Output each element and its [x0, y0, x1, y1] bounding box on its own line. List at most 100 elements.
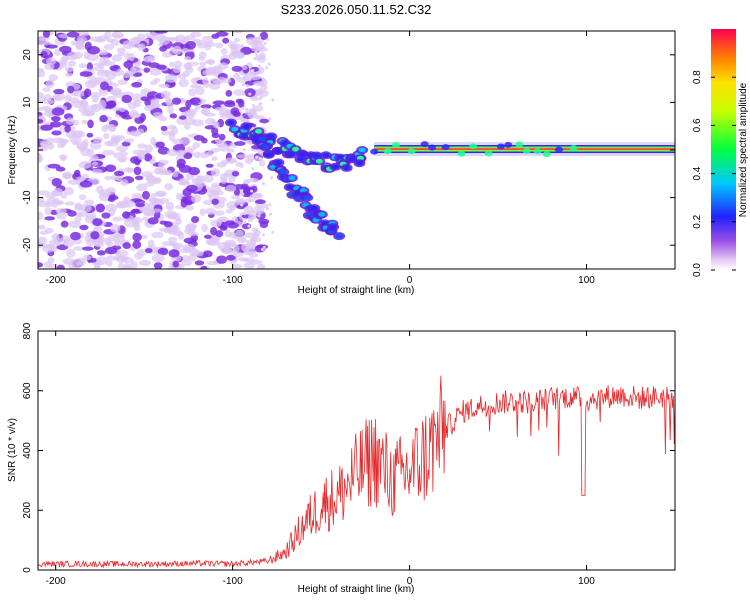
noise-blob	[67, 60, 76, 67]
noise-blob	[230, 195, 241, 200]
noise-blob	[225, 184, 237, 193]
noise-blob	[55, 166, 66, 172]
noise-dot	[258, 35, 262, 39]
noise-dot	[251, 167, 255, 171]
noise-blob	[244, 88, 256, 97]
y-tick-label: 800	[22, 322, 33, 339]
noise-blob	[150, 192, 157, 202]
noise-blob	[139, 234, 148, 240]
noise-blob	[120, 179, 129, 186]
noise-dot	[258, 157, 262, 161]
noise-blob	[150, 137, 157, 146]
carrier-blob	[441, 144, 450, 151]
noise-blob	[185, 99, 192, 109]
noise-dot	[268, 203, 272, 207]
noise-blob	[125, 168, 134, 174]
noise-blob	[97, 49, 109, 56]
noise-blob	[172, 242, 184, 250]
carrier-blob	[469, 143, 478, 150]
branch-core	[355, 160, 363, 166]
noise-dot	[241, 83, 245, 87]
noise-dot	[252, 258, 256, 262]
noise-blob	[92, 66, 104, 72]
noise-dot	[240, 165, 244, 169]
noise-blob	[160, 90, 171, 99]
noise-dot	[249, 211, 253, 215]
noise-blob	[256, 263, 266, 269]
noise-blob	[178, 181, 191, 186]
noise-blob	[151, 231, 164, 239]
noise-blob	[189, 97, 201, 104]
noise-blob	[207, 58, 216, 66]
noise-blob	[67, 210, 77, 217]
noise-blob	[104, 164, 117, 173]
noise-blob	[39, 230, 49, 235]
noise-blob	[188, 88, 197, 97]
noise-blob	[138, 259, 151, 266]
noise-blob	[91, 161, 99, 166]
noise-blob	[131, 208, 140, 214]
noise-dot	[268, 117, 272, 121]
noise-blob	[245, 37, 258, 46]
noise-blob	[252, 81, 265, 86]
noise-blob	[143, 153, 153, 162]
noise-blob	[217, 62, 229, 70]
noise-blob	[78, 63, 87, 69]
noise-blob	[188, 113, 195, 119]
noise-blob	[118, 150, 128, 157]
noise-blob	[198, 56, 205, 61]
carrier-blob	[496, 143, 505, 150]
noise-blob	[40, 141, 49, 150]
noise-blob	[79, 180, 93, 188]
noise-blob	[180, 198, 188, 208]
noise-blob	[76, 141, 89, 150]
noise-blob	[104, 175, 114, 181]
noise-dot	[270, 176, 274, 180]
noise-blob	[116, 249, 129, 256]
noise-blob	[91, 168, 103, 174]
noise-blob	[44, 193, 56, 198]
noise-blob	[166, 149, 178, 157]
noise-blob	[192, 142, 201, 149]
noise-blob	[201, 224, 209, 233]
colorbar-tick-label: 0.2	[692, 214, 703, 228]
x-tick-label: -100	[223, 576, 243, 587]
noise-dot	[250, 189, 254, 193]
noise-blob	[38, 118, 44, 124]
noise-blob	[44, 216, 56, 221]
noise-dot	[265, 66, 269, 70]
branch-core	[274, 160, 282, 165]
noise-blob	[121, 257, 135, 264]
noise-blob	[75, 41, 84, 50]
colorbar-gradient	[711, 29, 736, 270]
snr-panel: -200 -100 0 100 0 200 400 600 800 Height of stra…	[7, 322, 676, 595]
noise-blob	[191, 250, 204, 257]
x-tick-label: 0	[407, 275, 413, 286]
noise-blob	[131, 216, 143, 224]
noise-blob	[74, 169, 81, 177]
noise-blob	[213, 210, 225, 216]
noise-dot	[255, 53, 259, 57]
noise-blob	[97, 99, 107, 109]
noise-blob	[67, 85, 75, 94]
noise-blob	[152, 112, 164, 117]
noise-dot	[262, 182, 266, 186]
noise-blob	[111, 33, 125, 38]
noise-blob	[122, 40, 135, 49]
noise-blob	[77, 31, 89, 37]
noise-blob	[202, 200, 214, 206]
noise-blob	[203, 234, 212, 239]
noise-blob	[250, 259, 263, 265]
noise-blob	[243, 262, 255, 269]
noise-blob	[211, 198, 219, 205]
noise-blob	[218, 133, 226, 141]
noise-blob	[133, 149, 146, 155]
noise-blob	[79, 224, 89, 231]
noise-dot	[253, 196, 257, 200]
noise-blob	[40, 124, 53, 131]
noise-blob	[43, 261, 52, 268]
noise-blob	[159, 35, 171, 45]
noise-blob	[49, 121, 62, 128]
noise-blob	[64, 66, 74, 73]
